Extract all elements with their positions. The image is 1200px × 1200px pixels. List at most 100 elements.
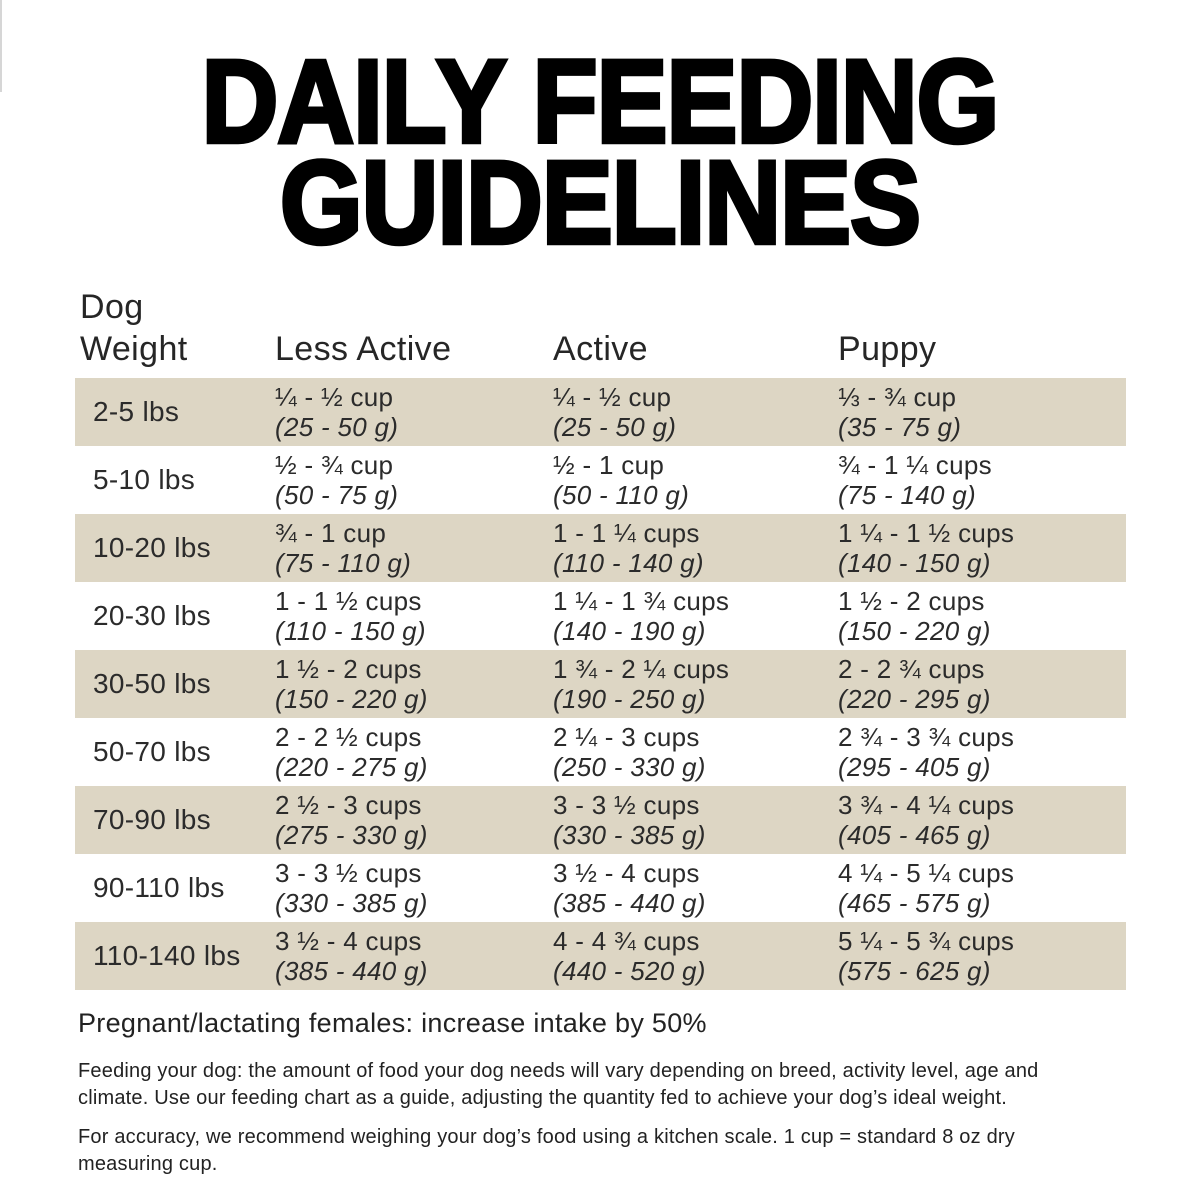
cups-range: ¾ - 1 ¼ cups (838, 450, 992, 480)
table-row: 70-90 lbs 2 ½ - 3 cups (275 - 330 g) 3 -… (75, 786, 1126, 854)
cups-range: 2 - 2 ¾ cups (838, 654, 985, 684)
grams-range: (110 - 150 g) (275, 616, 426, 646)
grams-range: (330 - 385 g) (275, 888, 428, 918)
grams-range: (330 - 385 g) (553, 820, 706, 850)
table-row: 90-110 lbs 3 - 3 ½ cups (330 - 385 g) 3 … (75, 854, 1126, 922)
grams-range: (75 - 110 g) (275, 548, 412, 578)
table-row: 5-10 lbs ½ - ¾ cup (50 - 75 g) ½ - 1 cup… (75, 446, 1126, 514)
puppy-cell: 1 ¼ - 1 ½ cups (140 - 150 g) (838, 518, 1126, 578)
cups-range: ⅓ - ¾ cup (838, 382, 957, 412)
active-cell: ¼ - ½ cup (25 - 50 g) (553, 382, 838, 442)
dog-weight-value: 5-10 lbs (93, 464, 196, 495)
header-active: Active (553, 330, 648, 368)
cups-range: 2 ¼ - 3 cups (553, 722, 700, 752)
cups-range: 2 - 2 ½ cups (275, 722, 422, 752)
dog-weight-value: 110-140 lbs (93, 940, 241, 971)
grams-range: (440 - 520 g) (553, 956, 706, 986)
less-active-cell: 3 - 3 ½ cups (330 - 385 g) (275, 858, 553, 918)
grams-range: (140 - 150 g) (838, 548, 991, 578)
table-header-row: Dog Weight Less Active Active Puppy (75, 286, 1126, 370)
cups-range: 1 ½ - 2 cups (838, 586, 985, 616)
dog-weight-value: 20-30 lbs (93, 600, 211, 631)
active-cell: 1 ¾ - 2 ¼ cups (190 - 250 g) (553, 654, 838, 714)
cups-range: ¼ - ½ cup (275, 382, 394, 412)
header-dog-weight-line2: Weight (80, 330, 188, 368)
cups-range: 3 ¾ - 4 ¼ cups (838, 790, 1015, 820)
cups-range: 1 ¼ - 1 ½ cups (838, 518, 1015, 548)
less-active-cell: ¾ - 1 cup (75 - 110 g) (275, 518, 553, 578)
less-active-cell: 1 - 1 ½ cups (110 - 150 g) (275, 586, 553, 646)
grams-range: (25 - 50 g) (275, 412, 399, 442)
puppy-cell: 3 ¾ - 4 ¼ cups (405 - 465 g) (838, 790, 1126, 850)
less-active-cell: 2 ½ - 3 cups (275 - 330 g) (275, 790, 553, 850)
puppy-cell: ⅓ - ¾ cup (35 - 75 g) (838, 382, 1126, 442)
active-cell: 3 ½ - 4 cups (385 - 440 g) (553, 858, 838, 918)
active-cell: 2 ¼ - 3 cups (250 - 330 g) (553, 722, 838, 782)
dog-weight-value: 50-70 lbs (93, 736, 211, 767)
cups-range: 2 ½ - 3 cups (275, 790, 422, 820)
less-active-cell: 1 ½ - 2 cups (150 - 220 g) (275, 654, 553, 714)
grams-range: (190 - 250 g) (553, 684, 706, 714)
active-cell: 1 - 1 ¼ cups (110 - 140 g) (553, 518, 838, 578)
table-row: 10-20 lbs ¾ - 1 cup (75 - 110 g) 1 - 1 ¼… (75, 514, 1126, 582)
cups-range: 1 - 1 ½ cups (275, 586, 422, 616)
cups-range: 1 - 1 ¼ cups (553, 518, 700, 548)
active-cell: 1 ¼ - 1 ¾ cups (140 - 190 g) (553, 586, 838, 646)
grams-range: (275 - 330 g) (275, 820, 428, 850)
table-row: 2-5 lbs ¼ - ½ cup (25 - 50 g) ¼ - ½ cup … (75, 378, 1126, 446)
grams-range: (385 - 440 g) (275, 956, 428, 986)
cups-range: 1 ¼ - 1 ¾ cups (553, 586, 730, 616)
active-cell: 3 - 3 ½ cups (330 - 385 g) (553, 790, 838, 850)
header-puppy: Puppy (838, 330, 937, 368)
less-active-cell: ¼ - ½ cup (25 - 50 g) (275, 382, 553, 442)
grams-range: (465 - 575 g) (838, 888, 991, 918)
puppy-cell: 2 ¾ - 3 ¾ cups (295 - 405 g) (838, 722, 1126, 782)
accuracy-note: For accuracy, we recommend weighing your… (78, 1126, 1015, 1175)
table-row: 50-70 lbs 2 - 2 ½ cups (220 - 275 g) 2 ¼… (75, 718, 1126, 786)
grams-range: (50 - 75 g) (275, 480, 399, 510)
cups-range: ½ - ¾ cup (275, 450, 394, 480)
cups-range: 5 ¼ - 5 ¾ cups (838, 926, 1015, 956)
table-row: 30-50 lbs 1 ½ - 2 cups (150 - 220 g) 1 ¾… (75, 650, 1126, 718)
less-active-cell: 2 - 2 ½ cups (220 - 275 g) (275, 722, 553, 782)
cups-range: 3 - 3 ½ cups (553, 790, 700, 820)
cups-range: 1 ¾ - 2 ¼ cups (553, 654, 730, 684)
header-less-active: Less Active (275, 330, 452, 368)
grams-range: (220 - 275 g) (275, 752, 428, 782)
scan-artifact-mark (0, 0, 2, 92)
cups-range: 2 ¾ - 3 ¾ cups (838, 722, 1015, 752)
puppy-cell: 5 ¼ - 5 ¾ cups (575 - 625 g) (838, 926, 1126, 986)
grams-range: (140 - 190 g) (553, 616, 706, 646)
dog-weight-value: 10-20 lbs (93, 532, 211, 563)
active-cell: 4 - 4 ¾ cups (440 - 520 g) (553, 926, 838, 986)
header-dog-weight-line1: Dog (80, 288, 144, 326)
cups-range: 3 ½ - 4 cups (553, 858, 700, 888)
grams-range: (250 - 330 g) (553, 752, 706, 782)
pregnant-note: Pregnant/lactating females: increase int… (78, 1008, 707, 1038)
cups-range: 1 ½ - 2 cups (275, 654, 422, 684)
dog-weight-value: 70-90 lbs (93, 804, 211, 835)
grams-range: (150 - 220 g) (838, 616, 991, 646)
less-active-cell: ½ - ¾ cup (50 - 75 g) (275, 450, 553, 510)
table-body: 2-5 lbs ¼ - ½ cup (25 - 50 g) ¼ - ½ cup … (75, 378, 1126, 990)
grams-range: (295 - 405 g) (838, 752, 991, 782)
page-title-line-1: DAILY FEEDING (200, 36, 1002, 168)
cups-range: ½ - 1 cup (553, 450, 665, 480)
grams-range: (25 - 50 g) (553, 412, 677, 442)
cups-range: 3 - 3 ½ cups (275, 858, 422, 888)
puppy-cell: ¾ - 1 ¼ cups (75 - 140 g) (838, 450, 1126, 510)
grams-range: (220 - 295 g) (838, 684, 991, 714)
dog-weight-value: 30-50 lbs (93, 668, 211, 699)
puppy-cell: 1 ½ - 2 cups (150 - 220 g) (838, 586, 1126, 646)
feeding-table: Dog Weight Less Active Active Puppy 2-5 … (75, 286, 1126, 990)
dog-weight-value: 2-5 lbs (93, 396, 180, 427)
cups-range: 4 ¼ - 5 ¼ cups (838, 858, 1015, 888)
grams-range: (575 - 625 g) (838, 956, 991, 986)
grams-range: (110 - 140 g) (553, 548, 704, 578)
active-cell: ½ - 1 cup (50 - 110 g) (553, 450, 838, 510)
grams-range: (75 - 140 g) (838, 480, 977, 510)
grams-range: (405 - 465 g) (838, 820, 991, 850)
grams-range: (385 - 440 g) (553, 888, 706, 918)
less-active-cell: 3 ½ - 4 cups (385 - 440 g) (275, 926, 553, 986)
